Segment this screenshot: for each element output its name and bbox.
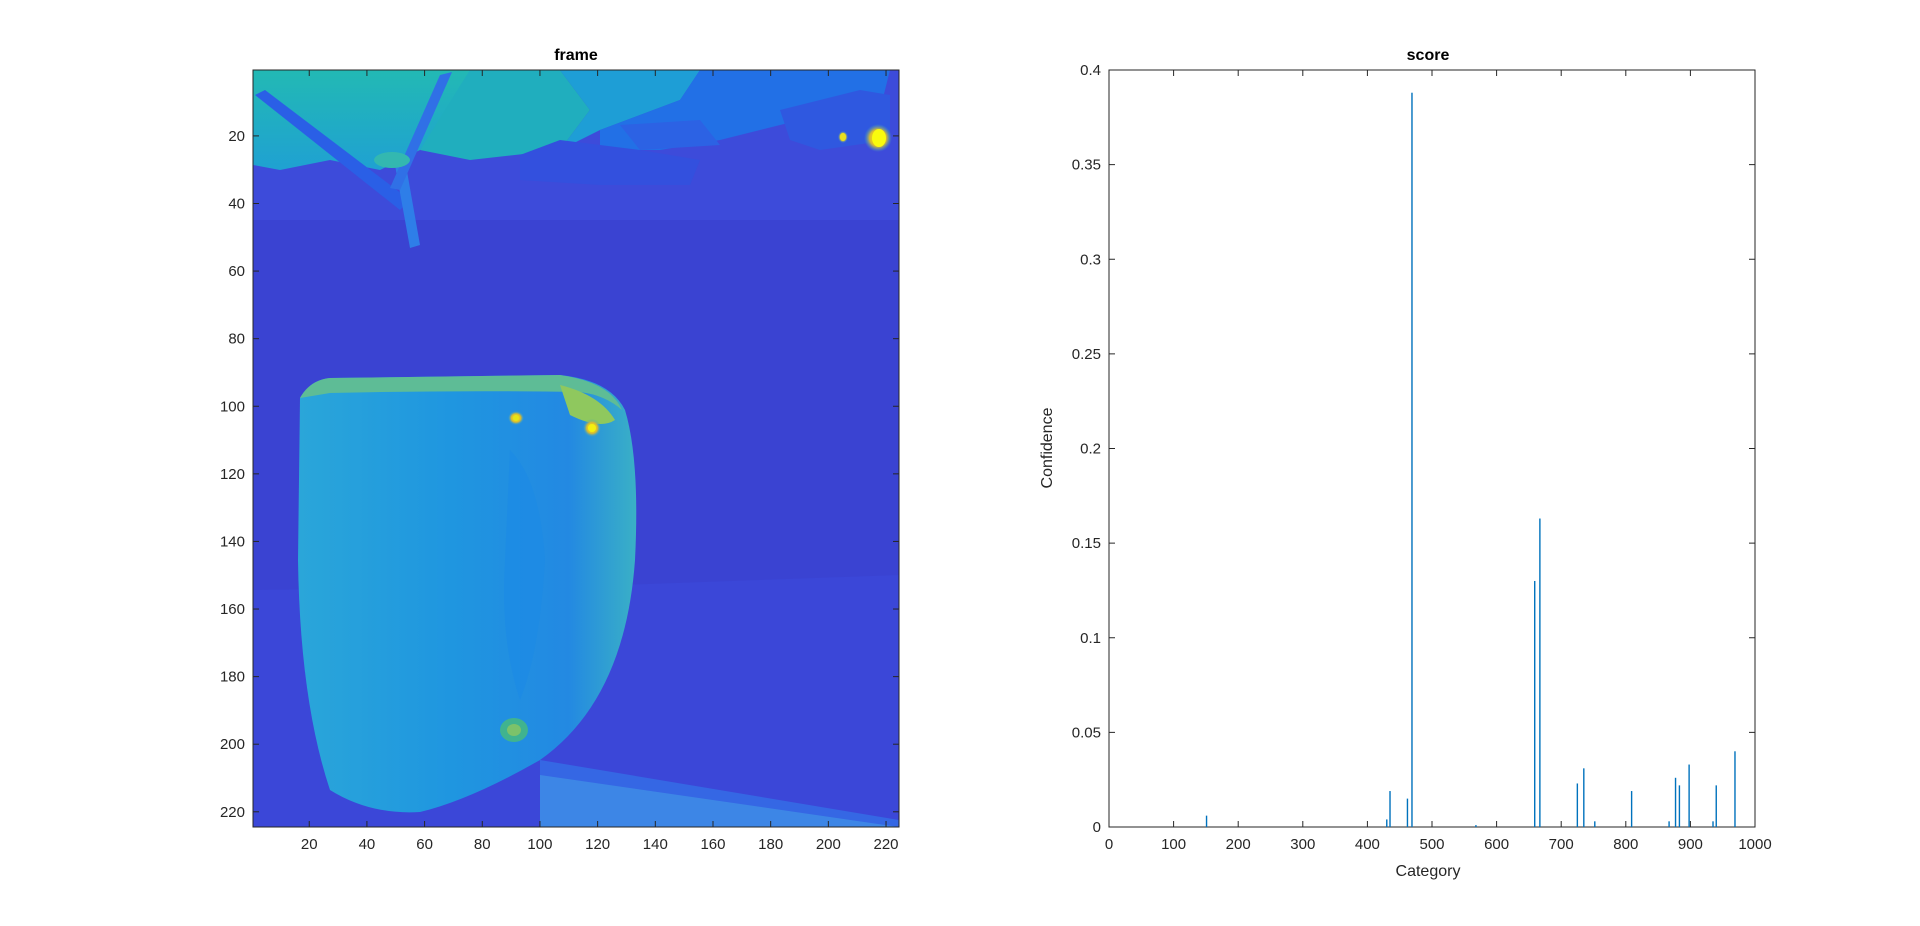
score-xlabel: Category xyxy=(1396,863,1461,880)
score-bar xyxy=(1205,815,1208,827)
score-x-tick-label: 0 xyxy=(1105,836,1113,853)
score-x-tick-label: 1000 xyxy=(1738,836,1771,853)
score-bar xyxy=(1406,798,1409,827)
score-bar xyxy=(1678,785,1681,827)
frame-x-axis: 20 40 60 80 100 120 140 160 180 200 220 xyxy=(301,70,899,853)
score-y-tick-label: 0.15 xyxy=(1072,535,1101,552)
frame-x-tick-label: 220 xyxy=(874,836,899,853)
score-bar xyxy=(1734,751,1736,827)
score-x-tick-label: 300 xyxy=(1290,836,1315,853)
score-y-axis: 0 0.05 0.1 0.15 0.2 0.25 0.3 0.35 0.4 xyxy=(1072,62,1755,836)
score-x-tick-label: 100 xyxy=(1161,836,1186,853)
frame-image xyxy=(253,70,899,827)
frame-x-tick-label: 160 xyxy=(700,836,725,853)
score-y-tick-label: 0.35 xyxy=(1072,157,1101,174)
score-bar xyxy=(1688,764,1690,827)
frame-x-tick-label: 120 xyxy=(585,836,610,853)
score-y-tick-label: 0.4 xyxy=(1080,62,1101,79)
frame-x-tick-label: 60 xyxy=(416,836,433,853)
score-y-tick-label: 0 xyxy=(1093,819,1101,836)
score-x-tick-label: 400 xyxy=(1355,836,1380,853)
score-y-tick-label: 0.25 xyxy=(1072,346,1101,363)
frame-x-tick-label: 80 xyxy=(474,836,491,853)
score-x-tick-label: 800 xyxy=(1613,836,1638,853)
frame-y-tick-label: 100 xyxy=(220,398,245,415)
score-y-tick-label: 0.3 xyxy=(1080,251,1101,268)
frame-y-tick-label: 160 xyxy=(220,601,245,618)
score-x-axis: 0 100 200 300 400 500 600 700 800 900 1000 xyxy=(1105,70,1772,853)
score-bar xyxy=(1576,783,1579,827)
frame-x-tick-label: 140 xyxy=(643,836,668,853)
score-bar xyxy=(1668,821,1670,827)
frame-y-tick-label: 60 xyxy=(228,263,245,280)
score-x-tick-label: 600 xyxy=(1484,836,1509,853)
score-x-tick-label: 900 xyxy=(1678,836,1703,853)
score-bar xyxy=(1712,821,1714,827)
score-bar xyxy=(1389,791,1391,827)
frame-x-tick-label: 180 xyxy=(758,836,783,853)
score-bar xyxy=(1386,819,1388,827)
frame-y-tick-label: 220 xyxy=(220,804,245,821)
frame-axes-box xyxy=(252,69,900,828)
score-bars xyxy=(1205,92,1736,827)
score-bar xyxy=(1674,777,1677,827)
score-y-tick-label: 0.2 xyxy=(1080,441,1101,458)
frame-y-tick-label: 180 xyxy=(220,669,245,686)
frame-y-tick-label: 40 xyxy=(228,195,245,212)
score-bar xyxy=(1715,785,1717,827)
frame-y-tick-label: 20 xyxy=(228,128,245,145)
score-y-tick-label: 0.1 xyxy=(1080,630,1101,647)
score-bar xyxy=(1534,580,1536,827)
score-x-tick-label: 700 xyxy=(1549,836,1574,853)
frame-image-axes: frame xyxy=(220,47,900,853)
frame-y-tick-label: 80 xyxy=(228,331,245,348)
score-ylabel: Confidence xyxy=(1039,407,1056,488)
score-bar-axes: score 0 100 200 300 400 500 600 700 800 900 1000 0… xyxy=(1039,47,1772,880)
score-title: score xyxy=(1407,47,1450,64)
score-x-tick-label: 500 xyxy=(1419,836,1444,853)
frame-x-tick-label: 40 xyxy=(359,836,376,853)
score-y-tick-label: 0.05 xyxy=(1072,724,1101,741)
score-bar xyxy=(1630,791,1633,827)
frame-y-tick-label: 200 xyxy=(220,736,245,753)
score-bar xyxy=(1539,518,1541,827)
frame-x-tick-label: 20 xyxy=(301,836,318,853)
score-bar xyxy=(1411,92,1413,827)
score-bar xyxy=(1583,768,1585,827)
frame-y-tick-label: 120 xyxy=(220,466,245,483)
score-x-tick-label: 200 xyxy=(1226,836,1251,853)
frame-y-tick-label: 140 xyxy=(220,533,245,550)
score-axes-box xyxy=(1108,69,1756,828)
frame-y-axis: 20 40 60 80 100 120 140 160 180 200 220 xyxy=(220,128,899,821)
score-bar xyxy=(1475,825,1477,827)
score-bar xyxy=(1594,821,1596,827)
frame-title: frame xyxy=(554,47,598,64)
frame-x-tick-label: 200 xyxy=(816,836,841,853)
frame-x-tick-label: 100 xyxy=(527,836,552,853)
